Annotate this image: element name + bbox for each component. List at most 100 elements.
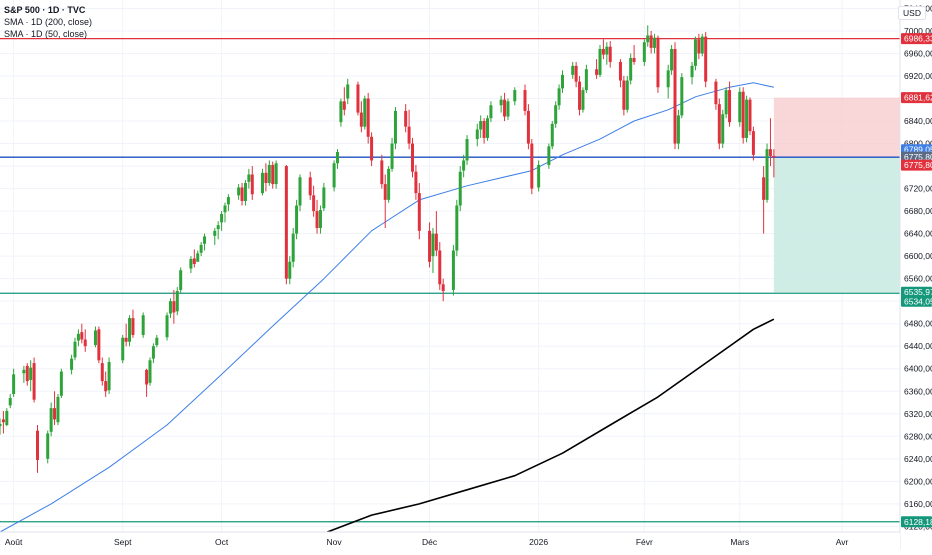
candle-body: [629, 57, 633, 81]
x-tick-label: Nov: [327, 537, 343, 547]
take-profit-zone: [773, 157, 900, 293]
candle-body: [226, 197, 230, 205]
candle-body: [680, 77, 684, 116]
candle: [673, 42, 677, 150]
price-tag-bg: [901, 516, 932, 528]
candle: [581, 87, 585, 113]
candle: [656, 35, 660, 93]
candle: [49, 402, 53, 437]
candle-body: [387, 168, 391, 200]
candle-body: [417, 193, 421, 231]
candle: [179, 267, 183, 293]
candle: [629, 53, 633, 85]
candle-body: [649, 35, 653, 48]
candle-body: [557, 88, 561, 106]
candle-body: [768, 149, 772, 156]
candle-body: [22, 369, 26, 374]
y-tick-label: 6840,00: [904, 116, 932, 126]
candle-body: [70, 358, 74, 370]
candle: [226, 194, 230, 212]
candle-body: [145, 369, 149, 385]
candle-body: [1, 419, 5, 423]
y-tick-label: 6240,00: [904, 454, 932, 464]
candle-body: [584, 69, 588, 91]
price-tag-label: 6775,80: [904, 152, 932, 162]
candle: [526, 104, 530, 150]
candle-body: [653, 37, 657, 48]
symbol-title[interactable]: S&P 500 · 1D · TVC: [4, 5, 86, 15]
sma50-legend[interactable]: SMA · 1D (50, close): [4, 29, 88, 39]
candle-body: [76, 333, 80, 341]
candle-body: [751, 131, 755, 155]
candle: [690, 61, 694, 85]
candle-body: [676, 115, 680, 144]
sma200-line: [327, 318, 775, 533]
stop-loss-zone: [773, 97, 900, 158]
candle-body: [601, 48, 605, 55]
y-tick-label: 6320,00: [904, 409, 932, 419]
price-tag-bg: [901, 92, 932, 104]
candle: [291, 228, 295, 268]
candle: [523, 84, 527, 116]
price-axis-bg: [900, 0, 932, 550]
candle-body: [216, 225, 220, 230]
candle: [714, 78, 718, 110]
candle-body: [155, 337, 159, 346]
candle-body: [12, 374, 16, 395]
candle-body: [25, 365, 29, 382]
candle-body: [772, 155, 776, 158]
candle: [513, 87, 517, 106]
candle-body: [646, 35, 650, 43]
candle: [462, 154, 466, 178]
time-axis[interactable]: Août Sept Oct Nov Déc 2026 Févr Mars Avr: [0, 531, 900, 550]
price-axis[interactable]: 6120,006160,006200,006240,006280,006320,…: [899, 0, 932, 550]
currency-label[interactable]: USD: [898, 6, 926, 20]
candle-body: [765, 149, 769, 200]
candle-body: [411, 143, 414, 172]
sma50-path: [0, 82, 775, 533]
candle: [618, 59, 622, 88]
candle-body: [407, 126, 411, 144]
candle-body: [100, 363, 104, 382]
candle: [322, 182, 326, 212]
price-tags: 6986,336881,626789,056775,806775,806535,…: [901, 33, 932, 528]
y-tick-label: 6160,00: [904, 499, 932, 509]
candle-body: [717, 104, 721, 144]
candle-body: [690, 65, 694, 78]
candle-body: [32, 363, 36, 400]
y-tick-label: 6960,00: [904, 48, 932, 58]
candle: [700, 33, 704, 57]
grid: [0, 0, 900, 532]
candle: [172, 289, 176, 324]
candle: [346, 78, 350, 105]
candle: [131, 309, 135, 338]
candle-body: [414, 171, 418, 194]
candle: [595, 59, 599, 79]
candle-body: [342, 101, 346, 110]
candle-body: [49, 408, 53, 432]
candle-body: [656, 37, 660, 88]
candle: [557, 84, 561, 110]
y-tick-label: 6800,00: [904, 139, 932, 149]
candle: [315, 199, 319, 234]
y-tick-label: 6480,00: [904, 319, 932, 329]
candle-body: [189, 258, 193, 269]
candle: [578, 76, 582, 116]
candle: [458, 166, 462, 212]
candle: [223, 202, 227, 223]
candle: [751, 126, 755, 161]
candle: [332, 160, 336, 192]
candle-body: [213, 230, 217, 236]
candle-body: [261, 172, 264, 194]
candle-body: [175, 291, 179, 312]
candle: [220, 211, 224, 231]
candle: [59, 368, 63, 399]
candle-body: [625, 80, 629, 110]
candle-body: [370, 136, 374, 161]
sma200-legend[interactable]: SMA · 1D (200, close): [4, 17, 93, 27]
candle: [203, 233, 207, 251]
y-tick-label: 6720,00: [904, 184, 932, 194]
candle-body: [318, 209, 322, 228]
candle-body: [380, 160, 384, 185]
candle: [475, 123, 479, 147]
